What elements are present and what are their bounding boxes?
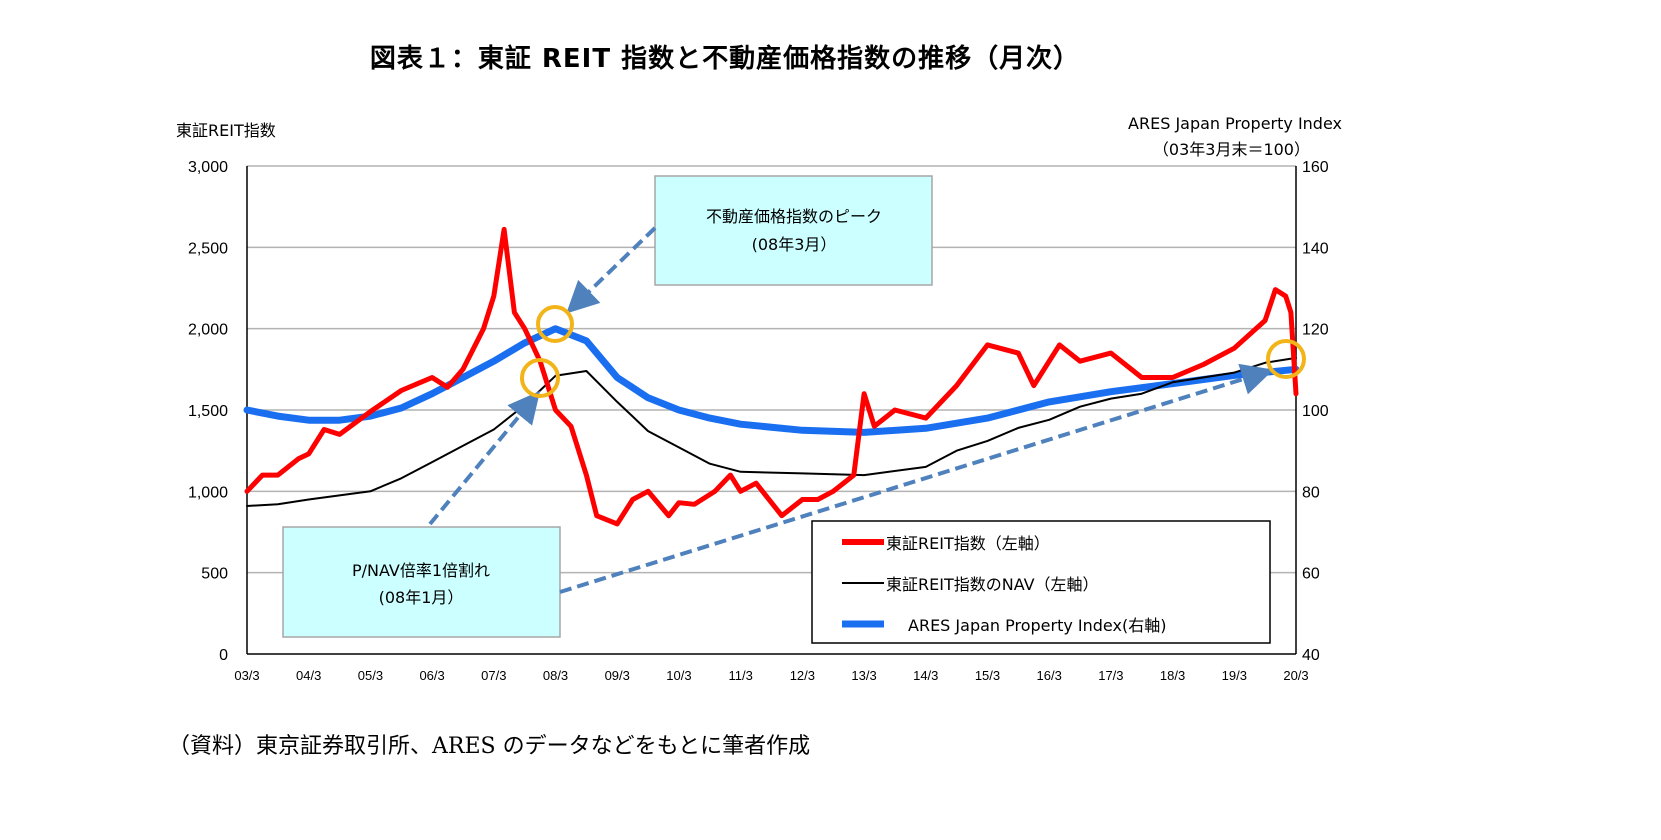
y-tick-label: 1,500 [188, 403, 228, 420]
callout-pnav-box [282, 526, 561, 638]
x-tick-label: 14/3 [913, 668, 938, 683]
x-tick-label: 19/3 [1222, 668, 1247, 683]
y-tick-label: 500 [201, 566, 228, 583]
source-note: （資料）東京証券取引所、ARES のデータなどをもとに筆者作成 [168, 734, 811, 759]
callout-peak-line2: (08年3月） [752, 235, 837, 254]
callout-pnav-line1: P/NAV倍率1倍割れ [352, 561, 490, 580]
y2-tick-label: 160 [1302, 159, 1329, 176]
arrow-peak [566, 226, 657, 314]
y2-tick-label: 80 [1302, 484, 1320, 501]
arrow-recent [559, 363, 1274, 594]
x-tick-label: 16/3 [1037, 668, 1062, 683]
highlight-circle-ares-peak [536, 305, 574, 343]
x-tick-label: 05/3 [358, 668, 383, 683]
highlight-circle-2020 [1266, 339, 1306, 379]
x-tick-label: 09/3 [605, 668, 630, 683]
legend-label-ares: ARES Japan Property Index(右軸) [908, 616, 1166, 635]
x-tick-label: 17/3 [1098, 668, 1123, 683]
y2-tick-label: 40 [1302, 647, 1320, 664]
legend-label-reit: 東証REIT指数（左軸） [886, 534, 1050, 553]
y-tick-label: 2,000 [188, 322, 228, 339]
x-tick-label: 07/3 [481, 668, 506, 683]
x-tick-label: 11/3 [728, 668, 752, 683]
y2-axis-label-line2: （03年3月末＝100） [1153, 140, 1310, 159]
y2-tick-label: 140 [1302, 240, 1329, 257]
series-nav-line [246, 356, 1297, 507]
chart-title: 図表１：東証 REIT 指数と不動産価格指数の推移（月次） [369, 44, 1081, 74]
arrow-pnav [428, 390, 541, 526]
x-tick-label: 03/3 [234, 668, 259, 683]
y2-tick-label: 60 [1302, 566, 1320, 583]
y-tick-label: 0 [219, 647, 228, 664]
y2-tick-label: 120 [1302, 322, 1329, 339]
callout-pnav-line2: (08年1月） [379, 588, 464, 607]
y-tick-label: 2,500 [188, 240, 228, 257]
x-tick-label: 12/3 [790, 668, 815, 683]
callout-peak-line1: 不動産価格指数のピーク [706, 207, 882, 226]
y-tick-label: 1,000 [188, 484, 228, 501]
x-tick-label: 10/3 [666, 668, 691, 683]
highlight-circle-pnav [520, 358, 560, 398]
x-tick-label: 20/3 [1283, 668, 1308, 683]
x-tick-label: 04/3 [296, 668, 321, 683]
y2-axis-label-line1: ARES Japan Property Index [1128, 114, 1342, 133]
legend-label-nav: 東証REIT指数のNAV（左軸） [886, 575, 1099, 594]
callout-peak-box [654, 175, 933, 286]
y-tick-label: 3,000 [188, 159, 228, 176]
x-tick-label: 18/3 [1160, 668, 1185, 683]
y-axis-label: 東証REIT指数 [176, 121, 276, 140]
series-ares-line [243, 325, 1300, 436]
y2-tick-label: 100 [1302, 403, 1329, 420]
x-tick-label: 15/3 [975, 668, 1000, 683]
series-reit-line [244, 226, 1299, 527]
x-tick-label: 13/3 [851, 668, 876, 683]
x-tick-label: 08/3 [543, 668, 568, 683]
x-tick-label: 06/3 [419, 668, 444, 683]
legend: 東証REIT指数（左軸） 東証REIT指数のNAV（左軸） ARES Japan… [811, 520, 1271, 644]
